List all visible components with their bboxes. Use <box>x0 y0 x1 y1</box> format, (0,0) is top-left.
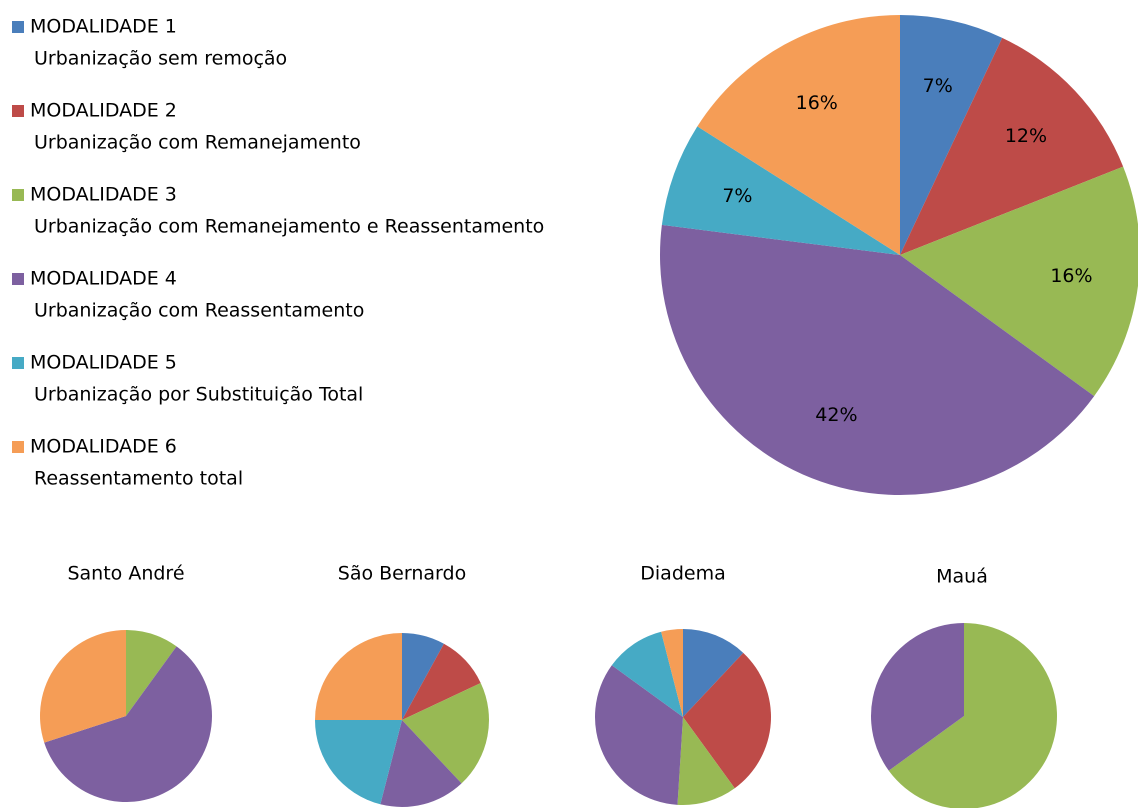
pie-slice <box>44 646 213 803</box>
pie-slice <box>40 630 126 743</box>
data-label: 16% <box>1050 265 1092 287</box>
legend-swatch <box>12 273 24 285</box>
legend-description: Urbanização com Remanejamento e Reassent… <box>34 216 544 238</box>
data-label: 7% <box>722 185 752 207</box>
legend-swatch <box>12 105 24 117</box>
pie-slice <box>402 633 444 720</box>
legend-swatch <box>12 357 24 369</box>
pie-slice <box>402 643 481 720</box>
legend-label: MODALIDADE 4 <box>30 268 177 290</box>
pie-slice <box>677 717 735 805</box>
legend-description: Urbanização com Remanejamento <box>34 132 361 154</box>
pie-title: Santo André <box>67 563 184 585</box>
pie-slice <box>402 682 489 784</box>
data-label: 12% <box>1005 125 1047 147</box>
data-label: 16% <box>796 92 838 114</box>
pie-title: São Bernardo <box>338 563 466 585</box>
pie-slice <box>683 629 744 717</box>
pie-slice <box>595 665 683 805</box>
pie-slice <box>126 630 177 716</box>
pie-slice <box>314 720 402 805</box>
legend-description: Urbanização sem remoção <box>34 48 287 70</box>
legend-label: MODALIDADE 2 <box>30 100 177 122</box>
pie-title: Diadema <box>640 563 725 585</box>
data-label: 42% <box>815 404 857 426</box>
legend-label: MODALIDADE 5 <box>30 352 177 374</box>
legend-description: Urbanização com Reassentamento <box>34 300 364 322</box>
legend-label: MODALIDADE 6 <box>30 436 177 458</box>
pie-slice <box>661 126 900 255</box>
pie-slice <box>900 15 1003 255</box>
pie-slice <box>660 224 1095 495</box>
pie-slice <box>888 623 1057 808</box>
pie-slice <box>871 623 964 771</box>
legend-description: Urbanização por Substituição Total <box>34 384 363 406</box>
legend-swatch <box>12 441 24 453</box>
pie-slice <box>900 166 1138 397</box>
legend-swatch <box>12 189 24 201</box>
pie-slice <box>380 720 462 808</box>
legend-swatch <box>12 21 24 33</box>
pie-slice <box>315 633 402 720</box>
pie-slice <box>661 629 683 717</box>
pie-slice <box>900 37 1124 255</box>
legend-label: MODALIDADE 3 <box>30 184 177 206</box>
legend-description: Reassentamento total <box>34 468 243 490</box>
legend-label: MODALIDADE 1 <box>30 16 177 38</box>
pie-slice <box>683 652 771 789</box>
pie-title: Mauá <box>936 566 988 588</box>
data-label: 7% <box>923 75 953 97</box>
pie-slice <box>697 15 900 255</box>
pie-slice <box>611 631 683 717</box>
